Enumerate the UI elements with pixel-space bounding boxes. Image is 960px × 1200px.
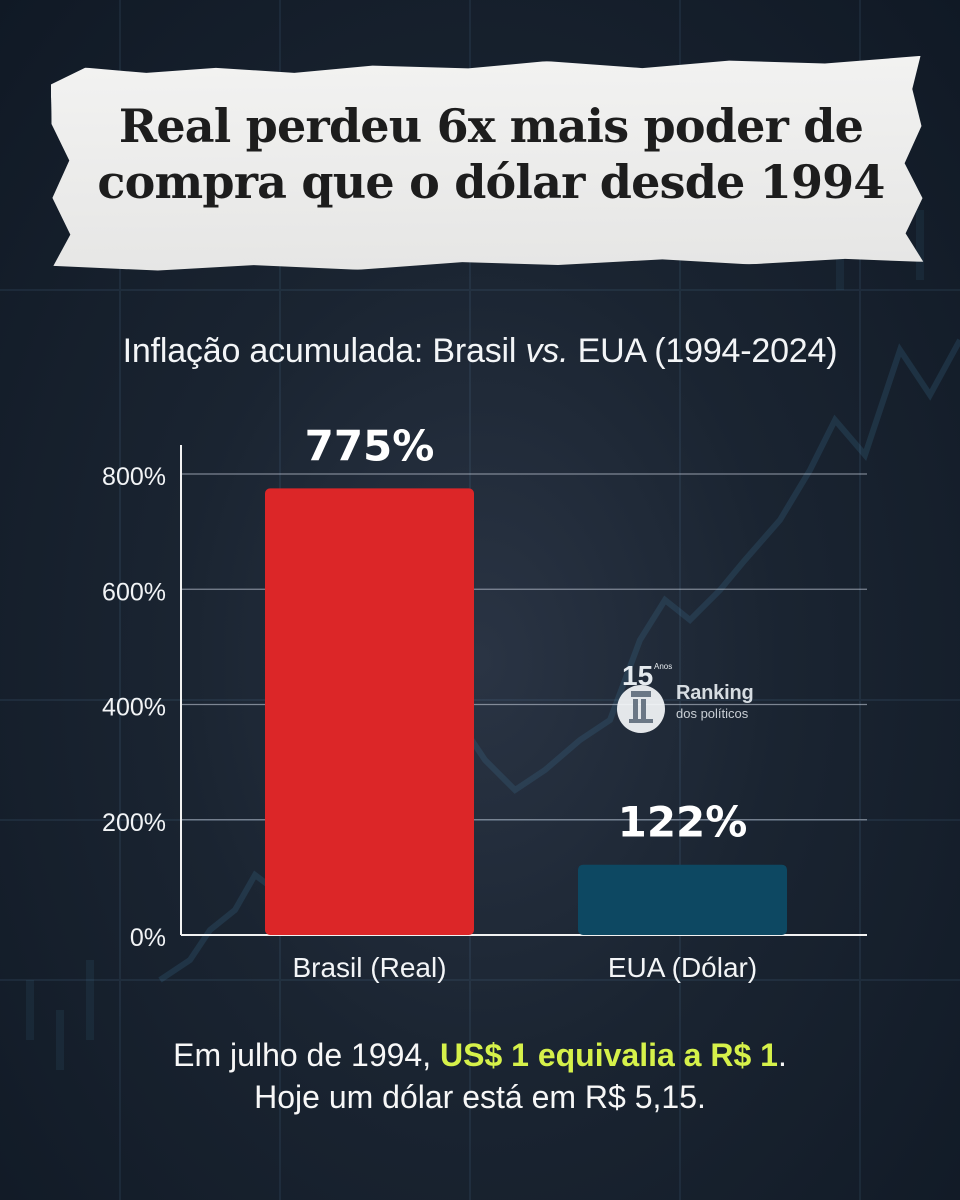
- footer-line-2: Hoje um dólar está em R$ 5,15.: [254, 1079, 706, 1116]
- headline-line-1: Real perdeu 6x mais poder de: [118, 99, 864, 153]
- bar-2: [578, 864, 787, 935]
- bar-value-label-1: 775%: [305, 421, 435, 470]
- footer-line-1: Em julho de 1994, US$ 1 equivalia a R$ 1…: [0, 1034, 960, 1076]
- y-tick-label-4: 800%: [102, 463, 166, 491]
- y-tick-label-0: 0%: [130, 924, 166, 952]
- watermark-sub: dos políticos: [676, 706, 749, 721]
- footer-line-1-prefix: Em julho de 1994,: [173, 1037, 440, 1073]
- watermark-logo-icon: 15 Anos: [617, 660, 672, 733]
- watermark-badge-number: 15: [622, 660, 653, 691]
- chart-subtitle-suffix: EUA (1994-2024): [568, 332, 838, 370]
- chart-subtitle-prefix: Inflação acumulada: Brasil: [122, 332, 526, 370]
- ranking-watermark: 15 Anos Ranking dos políticos: [614, 657, 794, 737]
- bar-1: [265, 488, 474, 935]
- footer-note: Em julho de 1994, US$ 1 equivalia a R$ 1…: [0, 1034, 960, 1118]
- chart-subtitle-italic: vs.: [525, 332, 569, 370]
- footer-line-1-suffix: .: [777, 1037, 787, 1073]
- headline: Real perdeu 6x mais poder de compra que …: [86, 98, 896, 210]
- y-tick-label-1: 200%: [102, 809, 166, 837]
- bar-value-label-2: 122%: [618, 798, 748, 847]
- chart-subtitle: Inflação acumulada: Brasil vs. EUA (1994…: [0, 332, 960, 371]
- watermark-name: Ranking: [676, 682, 754, 704]
- y-tick-label-2: 400%: [102, 694, 166, 722]
- x-category-label-1: Brasil (Real): [292, 952, 446, 983]
- footer-highlight: US$ 1 equivalia a R$ 1: [440, 1037, 778, 1073]
- headline-line-2: compra que o dólar desde 1994: [97, 155, 885, 210]
- watermark-badge-sub: Anos: [654, 662, 672, 671]
- x-category-label-2: EUA (Dólar): [608, 952, 757, 983]
- y-tick-label-3: 600%: [102, 578, 166, 606]
